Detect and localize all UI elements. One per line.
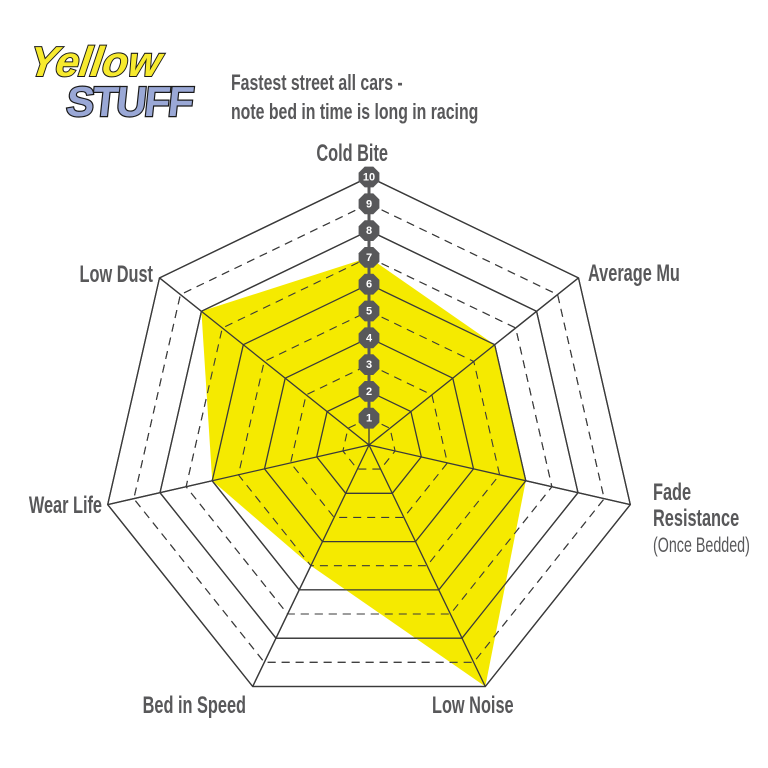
svg-text:9: 9 (366, 198, 372, 210)
svg-text:4: 4 (366, 332, 373, 344)
svg-text:10: 10 (363, 172, 375, 184)
svg-text:5: 5 (366, 306, 372, 318)
svg-text:7: 7 (366, 252, 372, 264)
svg-text:3: 3 (366, 359, 372, 371)
svg-text:STUFF: STUFF (64, 78, 195, 125)
svg-text:1: 1 (366, 413, 372, 425)
svg-text:8: 8 (366, 225, 372, 237)
svg-text:6: 6 (366, 279, 372, 291)
svg-text:2: 2 (366, 386, 372, 398)
svg-text:Yellow: Yellow (32, 38, 168, 85)
